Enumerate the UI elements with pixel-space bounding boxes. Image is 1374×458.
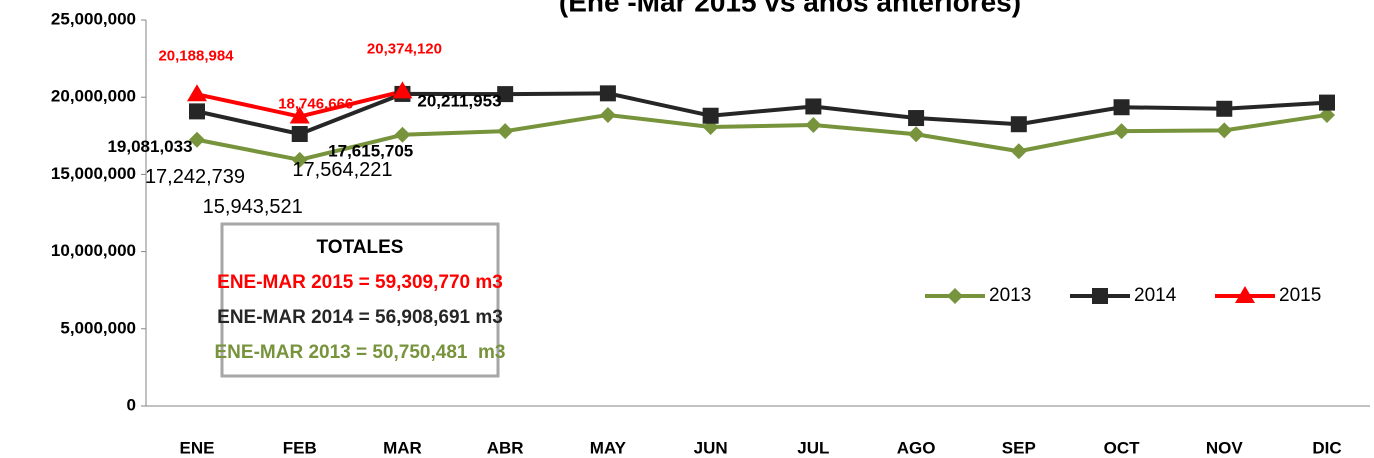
x-tick-label: JUL <box>797 438 829 457</box>
data-point <box>497 123 514 140</box>
data-label: 17,242,739 <box>145 166 245 188</box>
data-point <box>805 98 822 115</box>
data-point <box>187 84 207 102</box>
x-tick-label: ABR <box>487 438 524 457</box>
totals-box <box>220 222 500 378</box>
data-label: 20,188,984 <box>158 47 234 64</box>
data-point <box>189 103 205 120</box>
data-point <box>599 106 616 123</box>
y-tick-label: 25,000,000 <box>51 9 136 28</box>
data-point <box>392 81 413 99</box>
data-label: 17,564,221 <box>292 159 392 181</box>
x-tick-label: JUN <box>694 438 728 457</box>
data-point <box>497 86 514 103</box>
y-tick-label: 15,000,000 <box>51 164 136 183</box>
data-point <box>394 126 411 143</box>
chart-title: (Ene -Mar 2015 vs años anteriores) <box>559 0 1021 17</box>
legend-marker <box>1092 288 1108 304</box>
data-point <box>1010 116 1027 133</box>
data-point <box>1216 122 1233 139</box>
data-point <box>1319 106 1335 123</box>
x-tick-label: ENE <box>180 438 215 457</box>
data-label: 20,374,120 <box>367 40 442 57</box>
data-point <box>291 151 308 168</box>
x-tick-label: MAR <box>383 438 422 457</box>
data-label: 15,943,521 <box>203 196 303 218</box>
x-tick-label: AGO <box>897 438 936 457</box>
data-point <box>1010 143 1027 160</box>
data-point <box>1216 100 1233 117</box>
x-tick-label: FEB <box>283 438 317 457</box>
data-point <box>289 106 310 124</box>
data-point <box>599 85 616 102</box>
data-label: 18,746,666 <box>278 96 353 113</box>
y-tick-label: 0 <box>127 395 136 414</box>
x-tick-label: NOV <box>1206 438 1244 457</box>
x-tick-label: OCT <box>1104 438 1141 457</box>
x-tick-label: MAY <box>590 438 627 457</box>
legend-label: 2014 <box>1134 285 1177 306</box>
data-point <box>1113 99 1130 116</box>
data-label: 17,615,705 <box>328 141 413 160</box>
annotation: TOTALES <box>317 237 404 258</box>
data-point <box>702 107 719 124</box>
data-point <box>908 110 925 127</box>
legend-marker <box>1235 286 1255 303</box>
y-tick-label: 10,000,000 <box>51 241 136 260</box>
data-point <box>291 126 308 143</box>
legend-label: 2013 <box>989 285 1031 306</box>
data-point <box>805 116 822 133</box>
data-point <box>908 126 925 143</box>
data-point <box>1319 94 1335 111</box>
series-line <box>196 91 1328 137</box>
data-label: 20,211,953 <box>417 91 501 110</box>
y-tick-label: 20,000,000 <box>51 87 136 106</box>
x-tick-label: DIC <box>1312 438 1341 457</box>
legend-label: 2015 <box>1279 285 1321 306</box>
annotation: ENE-MAR 2015 = 59,309,770 m3 <box>217 272 503 293</box>
x-tick-label: SEP <box>1002 438 1036 457</box>
data-label: 19,081,033 <box>107 137 192 156</box>
legend-marker <box>947 288 963 304</box>
y-tick-label: 5,000,000 <box>60 318 136 337</box>
data-point <box>1113 123 1130 140</box>
data-point <box>189 131 205 148</box>
annotation: ENE-MAR 2013 = 50,750,481 m3 <box>215 342 506 363</box>
annotation: ENE-MAR 2014 = 56,908,691 m3 <box>217 307 503 328</box>
series-line <box>196 112 1328 162</box>
